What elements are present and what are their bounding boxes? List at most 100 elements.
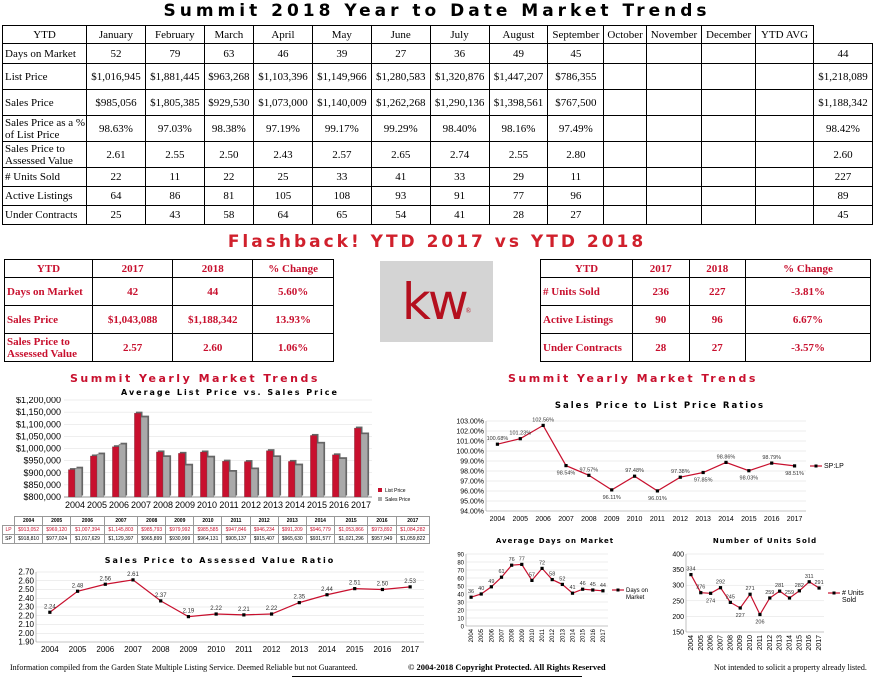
table-cell: 99.17% — [311, 115, 372, 142]
table-cell: 22 — [86, 167, 146, 187]
table-row: Sales Price to Assessed Value 2.57 2.60 1.0… — [4, 333, 334, 362]
data-point — [709, 591, 713, 595]
column-header: YTD AVG — [755, 25, 815, 44]
table-cell: $1,073,000 — [253, 89, 313, 116]
y-tick-label: 60 — [457, 577, 464, 583]
bar-list — [200, 451, 208, 498]
table-cell: 36 — [429, 43, 490, 64]
table-cell: 28 — [488, 205, 549, 225]
x-tick-label: 2013 — [560, 628, 566, 642]
data-point — [541, 423, 545, 427]
column-header: November — [645, 25, 703, 44]
table-row: # Units Sold 22 11 22 25 33 41 33 29 11 227 — [2, 167, 873, 187]
y-tick-label: 94.00% — [460, 509, 484, 516]
table-cell — [701, 89, 757, 116]
days-on-market-line-chart: 0 10 20 30 40 50 60 70 80 90 2004 2005 2006 2007 2008 2… — [457, 553, 648, 643]
x-tick-label: 2017 — [816, 635, 823, 651]
x-tick-label: 2016 — [806, 635, 813, 651]
column-header: August — [488, 25, 549, 44]
table-cell: 41 — [429, 205, 490, 225]
table-cell: $973,892 — [367, 525, 397, 535]
table-cell — [755, 141, 815, 168]
x-tick-label: 2004 — [688, 635, 695, 651]
data-point — [699, 591, 703, 595]
column-header: 2010 — [193, 516, 223, 526]
table-cell: $1,053,866 — [333, 525, 369, 535]
table-cell — [755, 115, 815, 142]
data-label: 98.79% — [762, 455, 781, 461]
table-cell: -3.57% — [745, 333, 871, 362]
data-point — [701, 470, 705, 475]
table-cell: $946,234 — [249, 525, 279, 535]
table-cell: 5.60% — [252, 277, 334, 306]
legend-label: Sold — [842, 597, 856, 604]
x-tick-label: 2011 — [650, 516, 665, 523]
row-label: Sales Price as a % of List Price — [2, 115, 87, 142]
x-tick-label: 2014 — [318, 645, 336, 654]
table-cell: $1,021,296 — [333, 534, 369, 544]
row-label: List Price — [2, 63, 87, 90]
table-cell: $1,320,876 — [429, 63, 490, 90]
table-row: List Price $1,016,945 $1,881,445 $963,268 $1… — [2, 63, 873, 90]
table-cell — [603, 89, 647, 116]
data-label: 281 — [775, 583, 784, 589]
table-row: SP $918,810 $977,024 $1,017,629 $1,129,397 $9… — [2, 534, 430, 544]
table-cell: 29 — [488, 167, 549, 187]
table-cell — [701, 167, 757, 187]
x-tick-label: 2005 — [512, 516, 528, 523]
flashback-table-right: YTD 2017 2018% Change # Units Sold 236 227 -3.… — [540, 259, 871, 362]
data-label: 2.24 — [44, 604, 56, 610]
table-cell: $1,017,629 — [70, 534, 105, 544]
page-title: Summit 2018 Year to Date Market Trends — [163, 1, 711, 21]
column-header: December — [701, 25, 757, 44]
y-tick-label: 350 — [672, 567, 684, 574]
data-label: 98.03% — [740, 476, 759, 482]
ytd-avg-cell: 89 — [813, 186, 873, 206]
table-cell: 27 — [370, 43, 431, 64]
x-tick-label: 2014 — [571, 628, 577, 642]
table-cell: # Units Sold — [540, 277, 633, 306]
x-tick-label: 2008 — [510, 628, 516, 642]
data-label: 245 — [726, 594, 735, 600]
table-cell — [755, 89, 815, 116]
table-cell: 77 — [488, 186, 549, 206]
data-label: 282 — [795, 583, 804, 589]
table-cell — [603, 115, 647, 142]
x-tick-label: 2012 — [672, 516, 688, 523]
table-row: Active Listings 90 96 6.67% — [540, 305, 871, 334]
table-cell: 63 — [203, 43, 255, 64]
legend-marker — [832, 591, 836, 595]
x-tick-label: 2004 — [490, 516, 506, 523]
y-tick-label: $850,000 — [23, 480, 61, 490]
table-cell: $1,103,396 — [253, 63, 313, 90]
data-point — [75, 589, 80, 593]
x-tick-label: 2013 — [263, 500, 283, 510]
table-cell: 99.29% — [370, 115, 431, 142]
table-cell: 44 — [172, 277, 254, 306]
column-header: April — [253, 25, 313, 44]
table-row: Sales Price to Assessed Value 2.61 2.55 2.5… — [2, 141, 873, 168]
data-point — [570, 591, 575, 595]
column-header: 2014 — [305, 516, 335, 526]
x-tick-label: 2004 — [469, 628, 475, 642]
x-tick-label: 2010 — [627, 516, 643, 523]
table-cell: 86 — [144, 186, 205, 206]
column-header: 2004 — [13, 516, 44, 526]
footer-notice: Not intended to solicit a property alrea… — [714, 663, 867, 672]
table-cell: $1,280,583 — [370, 63, 431, 90]
x-tick-label: 2005 — [69, 645, 87, 654]
data-label: 100.68% — [487, 436, 509, 442]
x-tick-label: 2006 — [96, 645, 114, 654]
y-tick-label: 2.40 — [18, 594, 34, 603]
x-tick-label: 2009 — [175, 500, 195, 510]
data-point — [792, 464, 797, 468]
data-point — [748, 592, 752, 596]
data-point — [747, 469, 751, 473]
table-cell: 97.49% — [547, 115, 605, 142]
table-cell: 2.60 — [172, 333, 254, 362]
table-cell: $969,120 — [42, 525, 72, 535]
y-tick-label: 2.50 — [18, 585, 34, 594]
bar-sales — [74, 468, 82, 498]
data-point — [408, 585, 412, 589]
table-cell: 236 — [632, 277, 690, 306]
